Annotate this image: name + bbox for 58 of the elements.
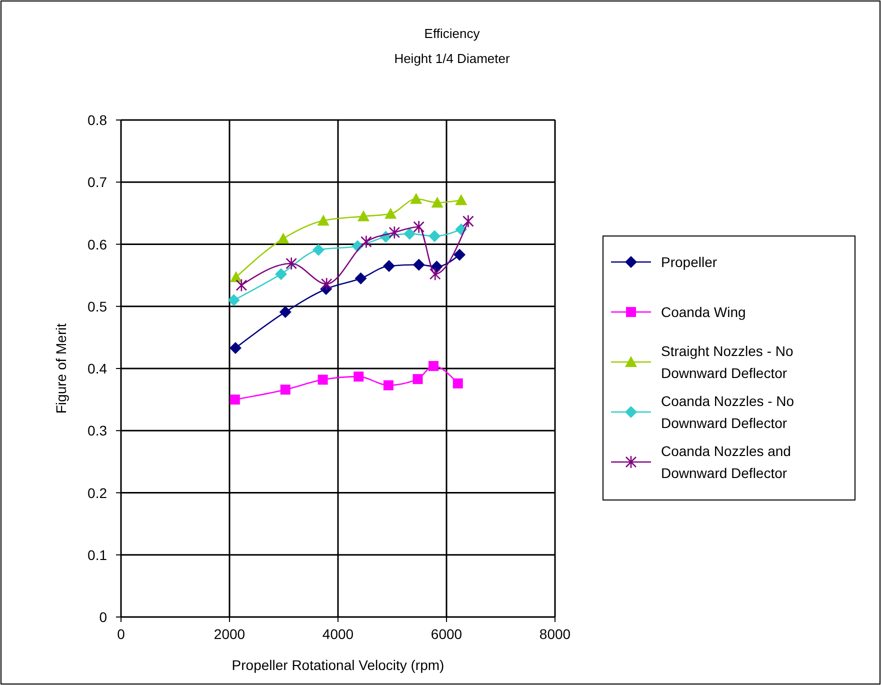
point — [388, 226, 400, 240]
x-tick-label: 0 — [117, 626, 126, 642]
point — [229, 342, 242, 354]
point — [428, 230, 441, 242]
x-tick-label: 4000 — [322, 626, 354, 642]
legend-label: Straight Nozzles - No Downward Deflector — [661, 343, 794, 381]
point — [286, 256, 297, 270]
point — [236, 278, 248, 292]
chart-subtitle: Height 1/4 Diameter — [394, 51, 510, 66]
x-tick-label: 2000 — [214, 626, 246, 642]
point — [230, 271, 242, 282]
point — [462, 214, 474, 228]
point — [382, 260, 395, 272]
point — [412, 258, 425, 271]
legend-label: Propeller — [661, 254, 718, 270]
legend-label: Coanda Nozzles and Downward Deflector — [661, 443, 791, 481]
x-tick-label: 8000 — [539, 626, 571, 642]
x-axis-title: Propeller Rotational Velocity (rpm) — [232, 657, 444, 673]
point — [358, 210, 370, 222]
point — [383, 380, 394, 390]
point — [413, 220, 424, 234]
y-tick-label: 0.5 — [88, 298, 108, 314]
point — [384, 208, 397, 219]
point — [275, 268, 288, 280]
y-tick-label: 0.2 — [88, 484, 108, 501]
y-axis-title: Figure of Merit — [53, 323, 69, 414]
chart-title: Efficiency — [424, 26, 480, 41]
point — [404, 228, 416, 240]
y-tick-label: 0.1 — [88, 546, 108, 563]
point — [428, 361, 438, 372]
x-tick-label: 6000 — [430, 626, 462, 642]
y-tick-label: 0 — [99, 609, 108, 625]
point — [431, 196, 444, 208]
point — [452, 378, 463, 388]
point — [354, 372, 364, 382]
point — [412, 374, 423, 384]
point — [354, 272, 367, 284]
point — [230, 394, 240, 405]
y-tick-label: 0.7 — [88, 174, 108, 190]
point — [277, 232, 290, 244]
y-tick-label: 0.3 — [88, 422, 108, 439]
point — [360, 235, 372, 248]
point — [455, 194, 468, 206]
y-tick-label: 0.6 — [88, 236, 108, 252]
point — [317, 214, 330, 226]
point — [454, 248, 466, 261]
y-tick-label: 0.8 — [88, 112, 108, 128]
point — [429, 267, 441, 281]
point — [279, 306, 292, 318]
y-tick-label: 0.4 — [88, 360, 108, 376]
point — [280, 384, 290, 395]
legend-label: Coanda Nozzles - No Downward Deflector — [661, 393, 794, 431]
point — [312, 244, 324, 256]
point — [320, 277, 332, 291]
legend-label: Coanda Wing — [661, 304, 746, 320]
point — [410, 192, 422, 204]
point — [228, 294, 240, 306]
point — [318, 374, 328, 385]
